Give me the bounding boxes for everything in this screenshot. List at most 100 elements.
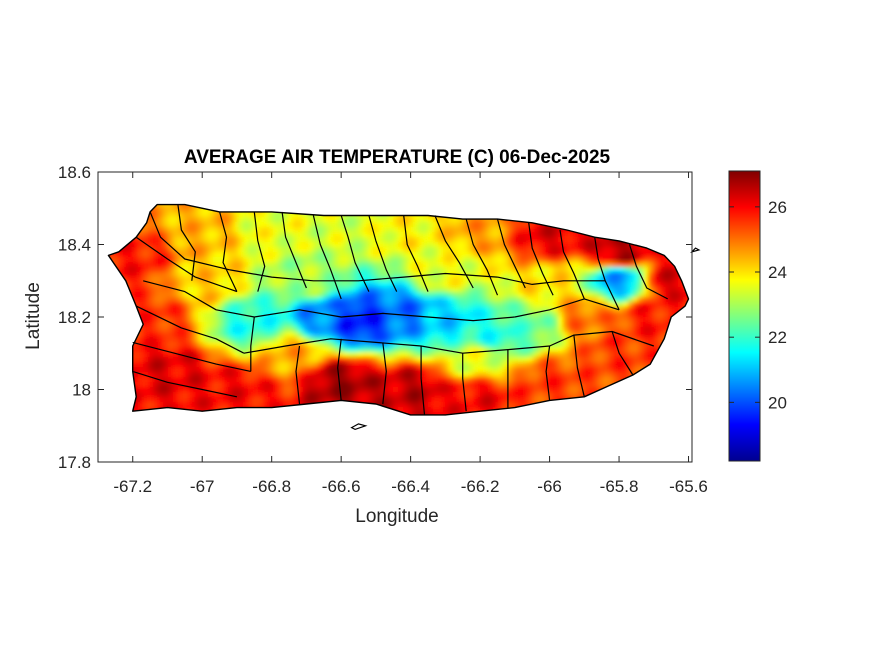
field-cell xyxy=(223,262,229,268)
field-cell xyxy=(183,212,189,218)
field-cell xyxy=(153,332,159,338)
field-cell xyxy=(443,242,449,248)
field-cell xyxy=(418,312,424,318)
field-cell xyxy=(488,257,494,263)
field-cell xyxy=(323,277,329,283)
field-cell xyxy=(543,392,549,398)
field-cell xyxy=(433,377,439,383)
field-cell xyxy=(588,332,594,338)
field-cell xyxy=(368,222,374,228)
field-cell xyxy=(633,302,639,308)
field-cell xyxy=(158,322,164,328)
field-cell xyxy=(508,227,514,233)
field-cell xyxy=(238,357,244,363)
field-cell xyxy=(593,347,599,353)
field-cell xyxy=(463,257,469,263)
field-cell xyxy=(223,252,229,258)
field-cell xyxy=(598,262,604,268)
field-cell xyxy=(303,312,309,318)
field-cell xyxy=(143,352,149,358)
field-cell xyxy=(488,382,494,388)
field-cell xyxy=(583,347,589,353)
field-cell xyxy=(193,217,199,223)
field-cell xyxy=(623,252,629,258)
field-cell xyxy=(238,277,244,283)
field-cell xyxy=(198,312,204,318)
field-cell xyxy=(503,227,509,233)
field-cell xyxy=(523,307,529,313)
field-cell xyxy=(153,377,159,383)
field-cell xyxy=(433,307,439,313)
field-cell xyxy=(198,252,204,258)
field-cell xyxy=(328,302,334,308)
field-cell xyxy=(268,327,274,333)
field-cell xyxy=(623,357,629,363)
field-cell xyxy=(228,322,234,328)
field-cell xyxy=(503,242,509,248)
field-cell xyxy=(198,307,204,313)
field-cell xyxy=(273,377,279,383)
field-cell xyxy=(503,317,509,323)
field-cell xyxy=(343,257,349,263)
field-cell xyxy=(513,227,519,233)
field-cell xyxy=(168,232,174,238)
field-cell xyxy=(523,377,529,383)
field-cell xyxy=(188,362,194,368)
field-cell xyxy=(168,217,174,223)
field-cell xyxy=(298,257,304,263)
field-cell xyxy=(508,372,514,378)
field-cell xyxy=(268,297,274,303)
field-cell xyxy=(358,347,364,353)
field-cell xyxy=(278,332,284,338)
field-cell xyxy=(303,237,309,243)
field-cell xyxy=(508,262,514,268)
field-cell xyxy=(368,247,374,253)
field-cell xyxy=(168,387,174,393)
field-cell xyxy=(488,237,494,243)
field-cell xyxy=(133,282,139,288)
field-cell xyxy=(423,412,429,415)
field-cell xyxy=(448,322,454,328)
field-cell xyxy=(198,342,204,348)
field-cell xyxy=(243,372,249,378)
field-cell xyxy=(348,347,354,353)
field-cell xyxy=(358,342,364,348)
field-cell xyxy=(413,322,419,328)
field-cell xyxy=(503,257,509,263)
field-cell xyxy=(123,262,129,268)
field-cell xyxy=(548,332,554,338)
field-cell xyxy=(148,247,154,253)
field-cell xyxy=(363,372,369,378)
field-cell xyxy=(483,307,489,313)
field-cell xyxy=(613,262,619,268)
field-cell xyxy=(238,222,244,228)
field-cell xyxy=(308,342,314,348)
field-cell xyxy=(313,227,319,233)
field-cell xyxy=(488,242,494,248)
field-cell xyxy=(188,252,194,258)
field-cell xyxy=(533,267,539,273)
field-cell xyxy=(448,237,454,243)
field-cell xyxy=(178,322,184,328)
field-cell xyxy=(448,292,454,298)
field-cell xyxy=(443,257,449,263)
field-cell xyxy=(613,277,619,283)
field-cell xyxy=(178,327,184,333)
field-cell xyxy=(173,307,179,313)
field-cell xyxy=(458,402,464,408)
field-cell xyxy=(278,382,284,388)
field-cell xyxy=(618,337,624,343)
field-cell xyxy=(188,212,194,218)
field-cell xyxy=(278,322,284,328)
field-cell xyxy=(273,217,279,223)
field-cell xyxy=(178,207,184,213)
field-cell xyxy=(283,257,289,263)
field-cell xyxy=(358,392,364,398)
field-cell xyxy=(603,367,609,373)
field-cell xyxy=(408,237,414,243)
field-cell xyxy=(233,397,239,403)
field-cell xyxy=(158,267,164,273)
field-cell xyxy=(543,242,549,248)
field-cell xyxy=(223,377,229,383)
field-cell xyxy=(243,277,249,283)
